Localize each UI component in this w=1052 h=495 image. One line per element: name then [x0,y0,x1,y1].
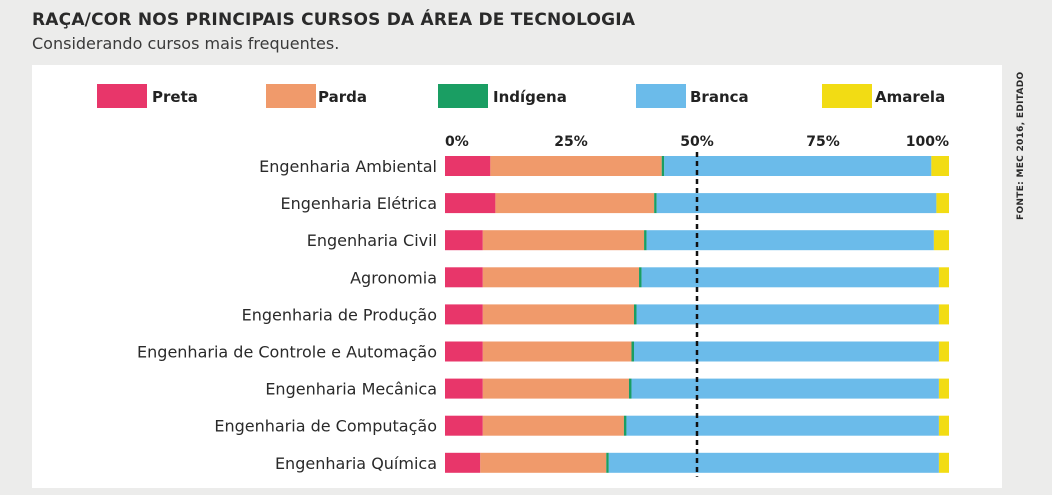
chart-title: RAÇA/COR NOS PRINCIPAIS CURSOS DA ÁREA D… [32,10,636,30]
category-label: Agronomia [350,268,437,287]
bar-segment-preta [445,304,483,325]
bar-segment-indigena [639,267,642,288]
x-tick-label: 100% [906,134,949,150]
bar-segment-preta [445,230,483,251]
bar-segment-amarela [938,415,949,436]
bar-segment-parda [482,230,645,251]
bar-segment-parda [482,267,640,288]
legend-label-parda: Parda [318,88,367,106]
category-label: Engenharia Elétrica [280,194,437,213]
bar-segment-preta [445,267,483,288]
bar-segment-branca [641,267,939,288]
category-label: Engenharia de Computação [214,417,437,436]
bar-segment-indigena [661,156,665,176]
bar-segment-indigena [623,415,627,436]
bar-segment-preta [445,452,481,473]
bar-segment-preta [445,341,483,362]
bar-segment-parda [490,156,662,176]
bar-segment-amarela [938,267,949,288]
x-tick-label: 0% [445,134,469,150]
legend-swatch-indigena [438,84,488,108]
bar-segment-amarela [933,230,949,251]
bar-segment-amarela [938,378,949,399]
bar-segment-amarela [938,304,949,325]
bar-segment-amarela [938,452,949,473]
bar-segment-branca [646,230,934,251]
bar-segment-parda [482,378,629,399]
bar-segment-parda [495,193,655,214]
bar-segment-preta [445,156,491,176]
bar-segment-preta [445,415,483,436]
bar-segment-indigena [628,378,632,399]
legend-swatch-preta [97,84,147,108]
x-tick-label: 50% [680,134,714,150]
chart-subtitle: Considerando cursos mais frequentes. [32,34,340,53]
bar-segment-indigena [634,304,637,325]
bar-segment-branca [664,156,932,176]
bar-segment-amarela [938,341,949,362]
bar-segment-branca [656,193,937,214]
x-tick-label: 25% [554,134,588,150]
category-label: Engenharia Mecânica [265,380,437,399]
bar-segment-indigena [631,341,634,362]
legend-label-preta: Preta [152,88,198,106]
bar-segment-branca [631,378,939,399]
category-label: Engenharia Civil [307,231,437,250]
legend-swatch-parda [266,84,316,108]
bar-segment-parda [482,304,634,325]
legend-label-branca: Branca [690,88,749,106]
category-label: Engenharia de Controle e Automação [137,343,437,362]
legend-label-indigena: Indígena [493,88,567,106]
category-label: Engenharia Ambiental [259,157,437,176]
legend-swatch-amarela [822,84,872,108]
category-label: Engenharia Química [275,454,437,473]
x-tick-label: 75% [806,134,840,150]
bar-segment-amarela [931,156,949,176]
bar-segment-branca [608,452,939,473]
bar-segment-preta [445,193,496,214]
bar-segment-branca [626,415,939,436]
bar-segment-indigena [644,230,647,251]
bar-segment-parda [482,415,624,436]
bar-segment-indigena [654,193,657,214]
bar-segment-amarela [936,193,949,214]
bar-segment-preta [445,378,483,399]
category-label: Engenharia de Produção [242,305,437,324]
bar-segment-branca [634,341,939,362]
bar-segment-indigena [606,452,609,473]
bar-segment-branca [636,304,939,325]
legend-label-amarela: Amarela [875,88,945,106]
bar-segment-parda [482,341,632,362]
legend-swatch-branca [636,84,686,108]
bar-segment-parda [480,452,607,473]
